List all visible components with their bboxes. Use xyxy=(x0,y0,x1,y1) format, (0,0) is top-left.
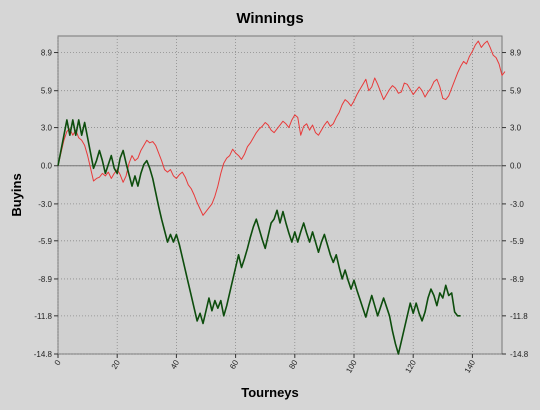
x-axis-title: Tourneys xyxy=(241,385,299,400)
y-tick-label-right: 5.9 xyxy=(510,87,522,96)
y-tick-label-right: 8.9 xyxy=(510,49,522,58)
x-tick-label: 20 xyxy=(110,358,123,371)
chart-title: Winnings xyxy=(236,10,303,27)
y-tick-label-right: 0.0 xyxy=(510,162,522,171)
x-tick-label: 0 xyxy=(53,358,63,367)
y-axis-title: Buyins xyxy=(9,173,24,216)
y-tick-label-right: -8.9 xyxy=(510,275,524,284)
y-tick-label: -14.8 xyxy=(34,350,53,359)
y-tick-label: 5.9 xyxy=(41,87,53,96)
y-tick-label: -8.9 xyxy=(38,275,52,284)
y-tick-label-right: -3.0 xyxy=(510,200,524,209)
y-tick-label: -11.8 xyxy=(34,312,52,321)
y-tick-labels-right: 8.9 5.9 3.0 0.0 -3.0 -5.9 -8.9 -11.8 -14.8 xyxy=(502,49,529,359)
x-tick-label: 100 xyxy=(344,358,359,375)
series-line-1 xyxy=(57,40,506,216)
x-tick-label: 120 xyxy=(403,358,418,375)
series-line-2 xyxy=(57,119,461,355)
y-tick-label: -5.9 xyxy=(38,237,52,246)
y-tick-label-right: -5.9 xyxy=(510,237,524,246)
x-tick-labels: 0 20 40 60 80 100 120 140 xyxy=(53,354,478,375)
y-tick-label: -3.0 xyxy=(38,200,52,209)
y-tick-label: 0.0 xyxy=(41,162,53,171)
x-tick-label: 140 xyxy=(463,358,478,375)
plot-area xyxy=(57,35,503,355)
y-tick-labels-left: 8.9 5.9 3.0 0.0 -3.0 -5.9 -8.9 -11.8 -14.8 xyxy=(34,49,58,359)
y-tick-label-right: -11.8 xyxy=(510,312,528,321)
y-tick-label-right: -14.8 xyxy=(510,350,529,359)
y-tick-label-right: 3.0 xyxy=(510,124,522,133)
x-tick-label: 80 xyxy=(287,358,300,371)
y-tick-label: 8.9 xyxy=(41,49,53,58)
x-tick-label: 40 xyxy=(169,358,182,371)
x-tick-label: 60 xyxy=(228,358,241,371)
series-group xyxy=(57,40,506,355)
y-tick-label: 3.0 xyxy=(41,124,53,133)
